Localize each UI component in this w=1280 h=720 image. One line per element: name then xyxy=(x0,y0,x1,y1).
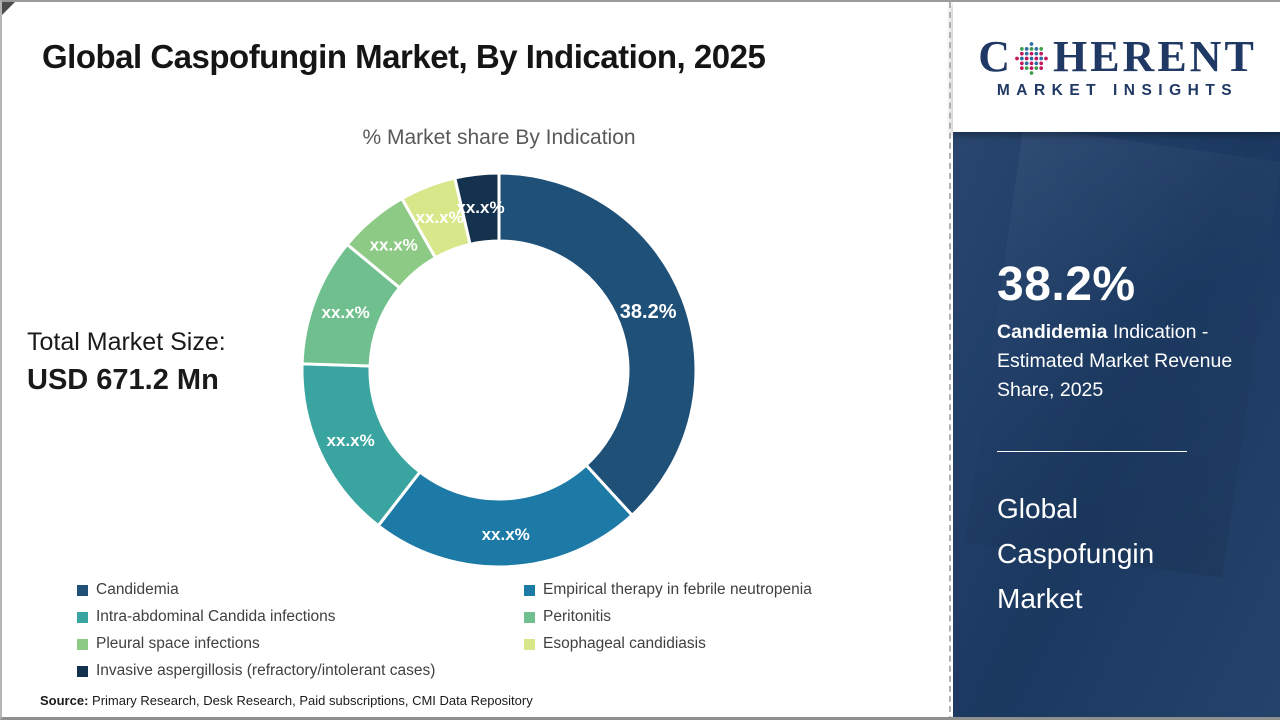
source-line: Source: Primary Research, Desk Research,… xyxy=(40,693,533,708)
globe-dots-icon xyxy=(1015,42,1048,75)
stat-description: Candidemia Indication - Estimated Market… xyxy=(997,318,1239,405)
globe-dot xyxy=(1029,51,1034,56)
globe-dot xyxy=(1039,46,1043,51)
legend-label: Esophageal candidiasis xyxy=(543,635,706,652)
panel-body: 38.2% Candidemia Indication - Estimated … xyxy=(953,257,1280,621)
globe-dot xyxy=(1015,56,1019,61)
total-market-size: Total Market Size: USD 671.2 Mn xyxy=(27,324,226,400)
legend-label: Candidemia xyxy=(96,581,179,598)
donut-segment-1 xyxy=(497,171,698,518)
globe-dot xyxy=(1034,61,1039,66)
globe-dot xyxy=(1039,61,1043,66)
globe-dot xyxy=(1034,46,1039,51)
legend-item: Peritonitis xyxy=(524,607,957,627)
chart-subtitle: % Market share By Indication xyxy=(362,126,636,149)
globe-dot xyxy=(1019,46,1024,51)
stat-description-bold: Candidemia xyxy=(997,321,1108,343)
legend-item: Esophageal candidiasis xyxy=(524,634,957,654)
brand-tagline: MARKET INSIGHTS xyxy=(996,81,1239,99)
globe-dot xyxy=(1024,56,1029,61)
globe-dot xyxy=(1024,66,1029,71)
stat-value: 38.2% xyxy=(997,258,1136,311)
legend-swatch xyxy=(524,611,535,623)
chart-legend: Candidemia Empirical therapy in febrile n… xyxy=(77,580,957,681)
globe-dot xyxy=(1029,56,1034,61)
brand-letters-rest: HERENT xyxy=(1052,31,1257,81)
legend-swatch xyxy=(77,584,88,596)
stat-description-rest: Indication - Estimated Market Revenue Sh… xyxy=(997,321,1233,401)
brand-logo: C HERENT MARKET INSIGHTS xyxy=(953,2,1280,132)
legend-swatch xyxy=(77,665,88,677)
total-market-size-label: Total Market Size: xyxy=(27,328,226,356)
globe-dot xyxy=(1044,56,1048,61)
globe-dot xyxy=(1019,51,1024,56)
legend-swatch xyxy=(524,584,535,596)
legend-label: Invasive aspergillosis (refractory/intol… xyxy=(96,662,436,679)
globe-dot xyxy=(1034,56,1039,61)
donut-chart: 38.2% xx.x% xx.x% xx.x% xx.x% xx.x% xx.x% xyxy=(289,160,709,580)
legend-item: Intra-abdominal Candida infections xyxy=(77,607,524,627)
segment-value-label: xx.x% xyxy=(456,198,504,217)
globe-dot xyxy=(1034,66,1039,71)
globe-dot xyxy=(1029,71,1034,75)
globe-dot xyxy=(1029,61,1034,66)
segment-value-label: xx.x% xyxy=(482,525,530,544)
globe-dot xyxy=(1029,42,1034,46)
globe-dot xyxy=(1039,66,1043,71)
legend-label: Peritonitis xyxy=(543,608,612,625)
segment-value-label: xx.x% xyxy=(321,303,369,322)
brand-name: C HERENT xyxy=(978,31,1257,81)
donut-segment-7 xyxy=(453,171,501,247)
segment-value-label: xx.x% xyxy=(415,208,463,227)
donut-chart-svg: 38.2%xx.x%xx.x%xx.x%xx.x%xx.x%xx.x% xyxy=(300,171,698,569)
legend-item: Empirical therapy in febrile neutropenia xyxy=(524,580,957,600)
globe-dot xyxy=(1034,51,1039,56)
legend-label: Pleural space infections xyxy=(96,635,260,652)
globe-dot xyxy=(1019,61,1024,66)
source-label: Source: xyxy=(40,693,89,708)
legend-swatch xyxy=(77,611,88,623)
side-panel: C HERENT MARKET INSIGHTS 38.2% Candidemi… xyxy=(953,2,1280,717)
legend-label: Intra-abdominal Candida infections xyxy=(96,608,336,625)
panel-title: Global Caspofungin Market xyxy=(997,493,1155,614)
globe-dot xyxy=(1039,56,1043,61)
segment-value-label: xx.x% xyxy=(327,431,375,450)
globe-dot xyxy=(1029,46,1034,51)
dashed-divider xyxy=(949,2,951,717)
globe-dot xyxy=(1029,66,1034,71)
legend-item: Invasive aspergillosis (refractory/intol… xyxy=(77,661,524,681)
globe-dot xyxy=(1019,56,1024,61)
segment-value-label: 38.2% xyxy=(620,301,677,323)
corner-notch xyxy=(2,2,15,15)
globe-dot xyxy=(1039,51,1043,56)
legend-swatch xyxy=(77,638,88,650)
legend-item: Pleural space infections xyxy=(77,634,524,654)
brand-letter-c: C xyxy=(978,31,1010,81)
source-text: Primary Research, Desk Research, Paid su… xyxy=(88,693,533,708)
legend-item: Candidemia xyxy=(77,580,524,600)
panel-divider-line xyxy=(997,451,1187,452)
globe-dot xyxy=(1024,46,1029,51)
total-market-size-value: USD 671.2 Mn xyxy=(27,364,219,396)
page-title: Global Caspofungin Market, By Indication… xyxy=(42,38,766,75)
globe-dot xyxy=(1024,51,1029,56)
segment-value-label: xx.x% xyxy=(370,235,418,254)
legend-label: Empirical therapy in febrile neutropenia xyxy=(543,581,812,598)
globe-dot xyxy=(1024,61,1029,66)
legend-swatch xyxy=(524,638,535,650)
donut-segment-2 xyxy=(376,463,635,569)
globe-dot xyxy=(1019,66,1024,71)
